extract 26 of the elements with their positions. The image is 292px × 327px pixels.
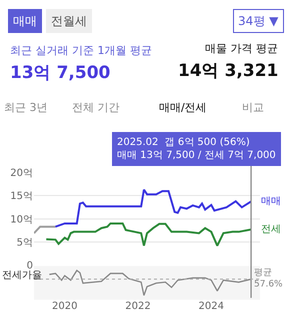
text: 매매/전세 (159, 101, 207, 114)
y-tick-label: 5억 (16, 237, 33, 248)
x-tick-label: 2024 (198, 300, 224, 312)
text: 매물 가격 평균 (205, 42, 278, 55)
text: 13억 7,500 (10, 63, 111, 83)
y-tick-label: 15억 (10, 191, 33, 202)
y-axis-title: 전세가율 (2, 270, 42, 281)
text: 매매 (13, 14, 37, 28)
text: 14억 3,321 (178, 61, 278, 81)
series-label: 매매 (261, 196, 281, 207)
series-label: 전세 (261, 224, 281, 235)
text: 전월세 (51, 14, 87, 28)
y-tick-label: 10억 (10, 214, 33, 226)
x-tick-label: 2022 (125, 300, 151, 312)
text: 최근 실거래 기준 1개월 평균 (10, 44, 152, 57)
line-series (45, 222, 252, 247)
text: 전체 기간 (72, 101, 120, 114)
text: 최근 3년 (4, 101, 48, 114)
text: 비교 (242, 101, 264, 114)
x-tick-label: 2020 (52, 300, 78, 312)
y-tick-label: 20억 (10, 168, 33, 180)
y-tick-label: 0 (26, 260, 33, 272)
line-series (54, 188, 252, 228)
ref-line-label: 평균 57.6% (254, 268, 284, 290)
text: 2025.02 갭 6억 500 (56%) 매매 13억 7,500 / 전세 7억 7,000 (117, 137, 276, 161)
text: 34평 ▼ (238, 14, 280, 28)
